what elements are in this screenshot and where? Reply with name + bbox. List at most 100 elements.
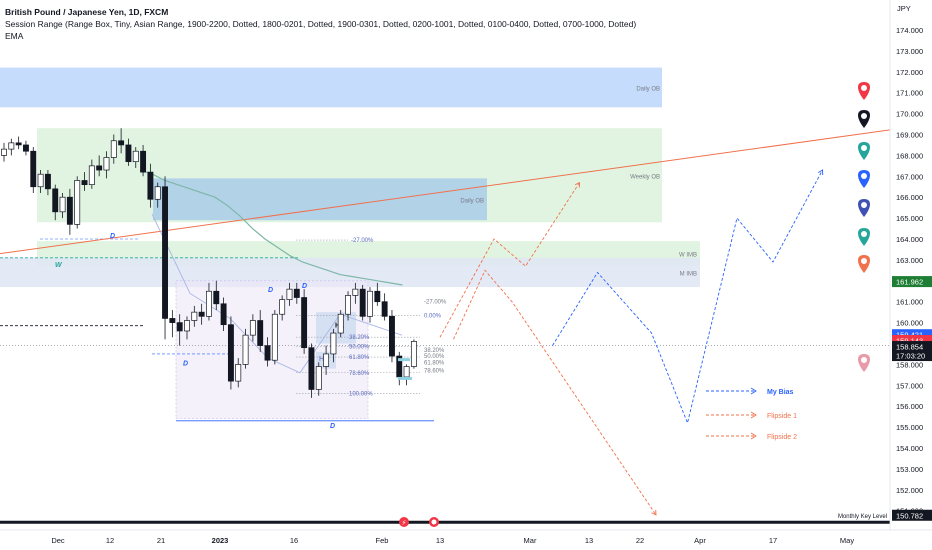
candle-body-7 xyxy=(52,188,59,213)
monthly-key-level-label: Monthly Key Level xyxy=(838,514,887,520)
y-tick-16: 158.000 xyxy=(896,360,923,369)
fib-near-label-3: 78.60% xyxy=(424,369,445,375)
y-tick-22: 152.000 xyxy=(896,486,923,495)
marker-3: D xyxy=(302,283,307,290)
legend-label-0: My Bias xyxy=(767,389,794,396)
marker-4: D xyxy=(330,423,335,430)
fib-label-5: 78.60% xyxy=(349,371,370,377)
currency-label: JPY xyxy=(897,4,911,13)
candle-body-56 xyxy=(410,341,417,367)
candle-body-42 xyxy=(308,347,315,390)
x-tick-3: 2023 xyxy=(212,536,229,545)
candle-body-5 xyxy=(37,173,44,188)
x-tick-12: May xyxy=(840,536,854,545)
event-icon-flag-dot xyxy=(431,519,437,525)
candle-body-2 xyxy=(15,142,22,146)
candle-body-47 xyxy=(345,295,351,315)
candle-body-20 xyxy=(147,171,154,200)
y-tick-13: 161.000 xyxy=(896,298,923,307)
candle-body-19 xyxy=(140,150,147,173)
x-tick-6: 13 xyxy=(436,536,444,545)
y-tick-18: 156.000 xyxy=(896,402,923,411)
price-badge-label-0: 161.962 xyxy=(896,278,923,287)
y-tick-17: 157.000 xyxy=(896,381,923,390)
candle-body-36 xyxy=(264,345,271,361)
y-tick-19: 155.000 xyxy=(896,423,923,432)
candle-body-23 xyxy=(169,318,176,323)
candle-body-55 xyxy=(403,366,410,378)
time-axis[interactable]: Dec 12 21 2023 16 Feb 13 Mar 13 22 Apr 17 May xyxy=(0,529,932,545)
candle-body-37 xyxy=(271,313,278,361)
symbol-title[interactable]: British Pound / Japanese Yen, 1D, FXCM xyxy=(5,7,169,17)
candle-body-13 xyxy=(96,165,103,171)
candle-body-31 xyxy=(227,324,234,382)
candle-body-1 xyxy=(8,142,15,150)
candle-body-3 xyxy=(23,144,29,152)
candle-body-48 xyxy=(352,288,359,296)
price-axis[interactable]: JPY 174.000 173.000 172.000 171.000 170.000 16… xyxy=(889,0,932,550)
candle-body-53 xyxy=(389,315,395,357)
fib-label-4: 61.80% xyxy=(349,355,370,361)
candle-body-21 xyxy=(154,186,161,200)
price-axis-bg xyxy=(890,0,932,550)
y-tick-7: 167.000 xyxy=(896,172,923,181)
candle-body-34 xyxy=(249,320,256,336)
pin-icon-dot-0 xyxy=(861,85,867,91)
y-tick-20: 154.000 xyxy=(896,444,923,453)
x-tick-0: Dec xyxy=(51,536,65,545)
indicator-session-range[interactable]: Session Range (Range Box, Tiny, Asian Ra… xyxy=(5,19,637,29)
y-tick-11: 163.000 xyxy=(896,256,923,265)
drawing-icons[interactable]: ⚡ xyxy=(399,82,870,527)
y-tick-4: 170.000 xyxy=(896,110,923,119)
legend-label-1: Flipside 1 xyxy=(767,413,797,420)
y-tick-21: 153.000 xyxy=(896,465,923,474)
ema-line xyxy=(139,169,403,286)
y-tick-0: 174.000 xyxy=(896,26,923,35)
projection-arrow-flipside_1 xyxy=(574,181,580,188)
pin-icon-dot-5 xyxy=(861,231,867,237)
indicator-ema[interactable]: EMA xyxy=(5,31,24,41)
zone-label-3: W IMB xyxy=(679,253,697,259)
price-badge-label-5: 150.782 xyxy=(896,511,923,520)
y-tick-5: 169.000 xyxy=(896,131,923,140)
fib-label-1: 0.00% xyxy=(424,313,442,319)
price-badge-3 xyxy=(892,341,932,353)
x-tick-4: 16 xyxy=(290,536,298,545)
candle-body-26 xyxy=(191,311,198,321)
candle-body-8 xyxy=(59,196,66,213)
candle-body-14 xyxy=(103,157,110,171)
candle-body-27 xyxy=(198,311,205,317)
projection-arrow-my_bias xyxy=(817,169,824,176)
y-tick-9: 165.000 xyxy=(896,214,923,223)
legend-arrow-1 xyxy=(750,411,757,419)
legend-arrow-2 xyxy=(750,432,757,440)
y-tick-10: 164.000 xyxy=(896,235,923,244)
zone-label-4: M IMB xyxy=(680,271,697,277)
candle-body-0 xyxy=(1,148,7,156)
candle-body-50 xyxy=(367,290,373,317)
candles-layer[interactable] xyxy=(1,128,417,398)
pin-icon-dot-3 xyxy=(861,173,867,179)
candle-body-51 xyxy=(374,290,381,303)
zone-label-2: Daily OB xyxy=(460,198,484,204)
markers-layer: D D D D D W My Bias Flipside 1 Flipside 2 xyxy=(55,233,797,441)
projection-flipside_1 xyxy=(439,182,580,338)
legend-label-2: Flipside 2 xyxy=(767,434,797,441)
price-badge-0 xyxy=(892,276,932,288)
y-tick-14: 160.000 xyxy=(896,319,923,328)
candle-body-43 xyxy=(315,366,322,390)
price-badge-label-4: 17:03:20 xyxy=(896,352,925,361)
x-tick-8: 13 xyxy=(585,536,593,545)
event-icon-flash-glyph: ⚡ xyxy=(402,519,407,527)
fib-label-2: 38.20% xyxy=(349,335,370,341)
fib-upper-label: -27.00% xyxy=(424,300,447,306)
candle-body-33 xyxy=(242,334,249,365)
price-badge-label-3: 158.854 xyxy=(896,343,923,352)
candle-body-24 xyxy=(176,322,183,332)
candle-body-40 xyxy=(293,288,300,298)
pin-icon-dot-2 xyxy=(861,145,867,151)
y-tick-8: 166.000 xyxy=(896,193,923,202)
price-badge-5 xyxy=(892,509,932,521)
candle-body-6 xyxy=(44,173,51,190)
